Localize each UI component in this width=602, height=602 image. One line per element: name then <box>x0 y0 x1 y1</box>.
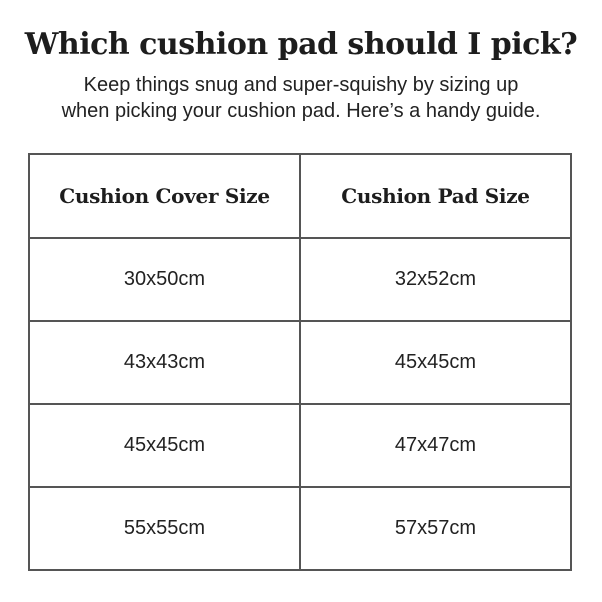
cover-size-value: 43x43cm <box>28 320 301 405</box>
subtitle-line-1: Keep things snug and super-squishy by si… <box>83 74 519 96</box>
page-subtitle: Keep things snug and super-squishy by si… <box>21 72 581 124</box>
header-cushion-pad-size: Cushion Pad Size <box>299 153 572 239</box>
subtitle-line-2: when picking your cushion pad. Here’s a … <box>61 100 541 122</box>
pad-size-value: 45x45cm <box>299 320 572 405</box>
size-guide-table: Cushion Cover Size Cushion Pad Size 30x5… <box>28 153 572 571</box>
table-row: 30x50cm 32x52cm <box>28 237 572 322</box>
pad-size-value: 32x52cm <box>299 237 572 322</box>
pad-size-value: 57x57cm <box>299 486 572 571</box>
pad-size-value: 47x47cm <box>299 403 572 488</box>
cover-size-value: 30x50cm <box>28 237 301 322</box>
table-row: 43x43cm 45x45cm <box>28 320 572 405</box>
header-cushion-cover-size: Cushion Cover Size <box>28 153 301 239</box>
table-row: 55x55cm 57x57cm <box>28 486 572 571</box>
cover-size-value: 45x45cm <box>28 403 301 488</box>
page-title: Which cushion pad should I pick? <box>24 27 578 62</box>
cover-size-value: 55x55cm <box>28 486 301 571</box>
table-header-row: Cushion Cover Size Cushion Pad Size <box>28 153 572 239</box>
table-row: 45x45cm 47x47cm <box>28 403 572 488</box>
